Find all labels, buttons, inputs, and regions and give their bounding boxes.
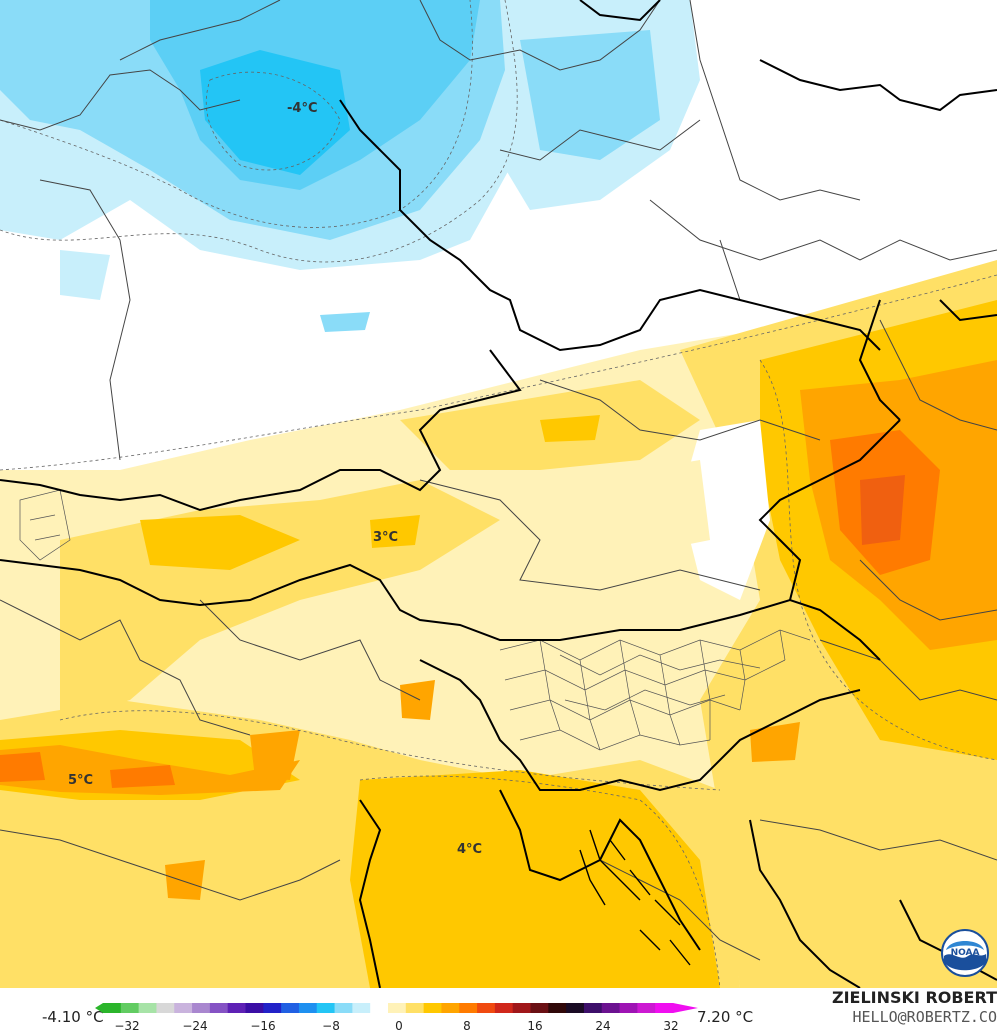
legend-color-swatch	[566, 1003, 585, 1013]
legend-tick-label: 32	[663, 1019, 679, 1033]
legend-color-swatch	[655, 1003, 674, 1013]
legend-color-swatch	[477, 1003, 496, 1013]
contour-lines	[0, 0, 997, 988]
legend-max-value: 7.20 °C	[697, 1008, 754, 1026]
country-borders	[0, 0, 997, 988]
legend-color-swatch	[619, 1003, 638, 1013]
legend-tick-label: 16	[527, 1019, 543, 1033]
legend-color-swatch	[637, 1003, 656, 1013]
legend-color-swatch	[583, 1003, 603, 1013]
legend-color-swatch	[405, 1003, 425, 1013]
temperature-map: -4°C 3°C 5°C 4°C NOAA	[0, 0, 997, 988]
legend-color-swatch	[512, 1003, 531, 1013]
legend-color-swatch	[263, 1003, 282, 1013]
coastline	[579, 829, 691, 966]
legend-color-swatch	[423, 1003, 442, 1013]
noaa-logo: NOAA	[941, 929, 989, 977]
legend-color-swatch	[459, 1003, 478, 1013]
legend-color-swatch	[192, 1003, 211, 1013]
legend-min-value: -4.10 °C	[42, 1008, 104, 1026]
legend-color-bar	[95, 1003, 698, 1013]
legend-color-swatch	[530, 1003, 549, 1013]
legend-color-swatch	[156, 1003, 175, 1013]
legend-color-swatch	[316, 1003, 336, 1013]
legend-color-swatch	[281, 1003, 300, 1013]
color-legend: -4.10 °C −32 −24 −16 −8 0 8 16 24 32 7.20 °C ZIE…	[0, 988, 997, 1035]
author-email: HELLO@ROBERTZ.CO	[852, 1008, 997, 1026]
map-canvas: -4°C 3°C 5°C 4°C	[0, 0, 997, 988]
legend-tick-label: 0	[395, 1019, 403, 1033]
legend-color-swatch	[441, 1003, 460, 1013]
legend-color-swatch	[601, 1003, 621, 1013]
legend-color-swatch	[209, 1003, 229, 1013]
temp-label-adriatic: 4°C	[457, 842, 482, 857]
temp-label-cold-center: -4°C	[287, 101, 317, 116]
legend-color-swatch	[548, 1003, 567, 1013]
legend-color-swatch	[370, 1003, 389, 1013]
legend-color-swatch	[174, 1003, 193, 1013]
legend-arrow-left	[95, 1003, 103, 1013]
legend-color-swatch	[352, 1003, 371, 1013]
legend-tick-label: 24	[595, 1019, 611, 1033]
author-name: ZIELINSKI ROBERT	[831, 988, 997, 1007]
legend-arrow-right	[673, 1003, 698, 1013]
legend-tick-label: −8	[322, 1019, 340, 1033]
legend-color-swatch	[227, 1003, 246, 1013]
temperature-labels: -4°C 3°C 5°C 4°C	[68, 101, 482, 857]
temp-label-west: 5°C	[68, 773, 93, 788]
temp-label-central: 3°C	[373, 530, 398, 545]
warm-anomaly-zones	[0, 260, 997, 988]
municipal-borders	[19, 489, 811, 751]
legend-color-swatch	[334, 1003, 353, 1013]
legend-color-swatch	[120, 1003, 140, 1013]
legend-color-swatch	[103, 1003, 122, 1013]
legend-color-swatch	[388, 1003, 407, 1013]
legend-tick-label: −32	[114, 1019, 140, 1033]
legend-tick-label: −24	[182, 1019, 208, 1033]
noaa-logo-text: NOAA	[951, 948, 980, 958]
legend-color-swatch	[298, 1003, 318, 1013]
legend-color-swatch	[494, 1003, 514, 1013]
legend-color-swatch	[138, 1003, 157, 1013]
legend-color-swatch	[245, 1003, 264, 1013]
legend-tick-label: −16	[250, 1019, 276, 1033]
legend-tick-label: 8	[463, 1019, 471, 1033]
